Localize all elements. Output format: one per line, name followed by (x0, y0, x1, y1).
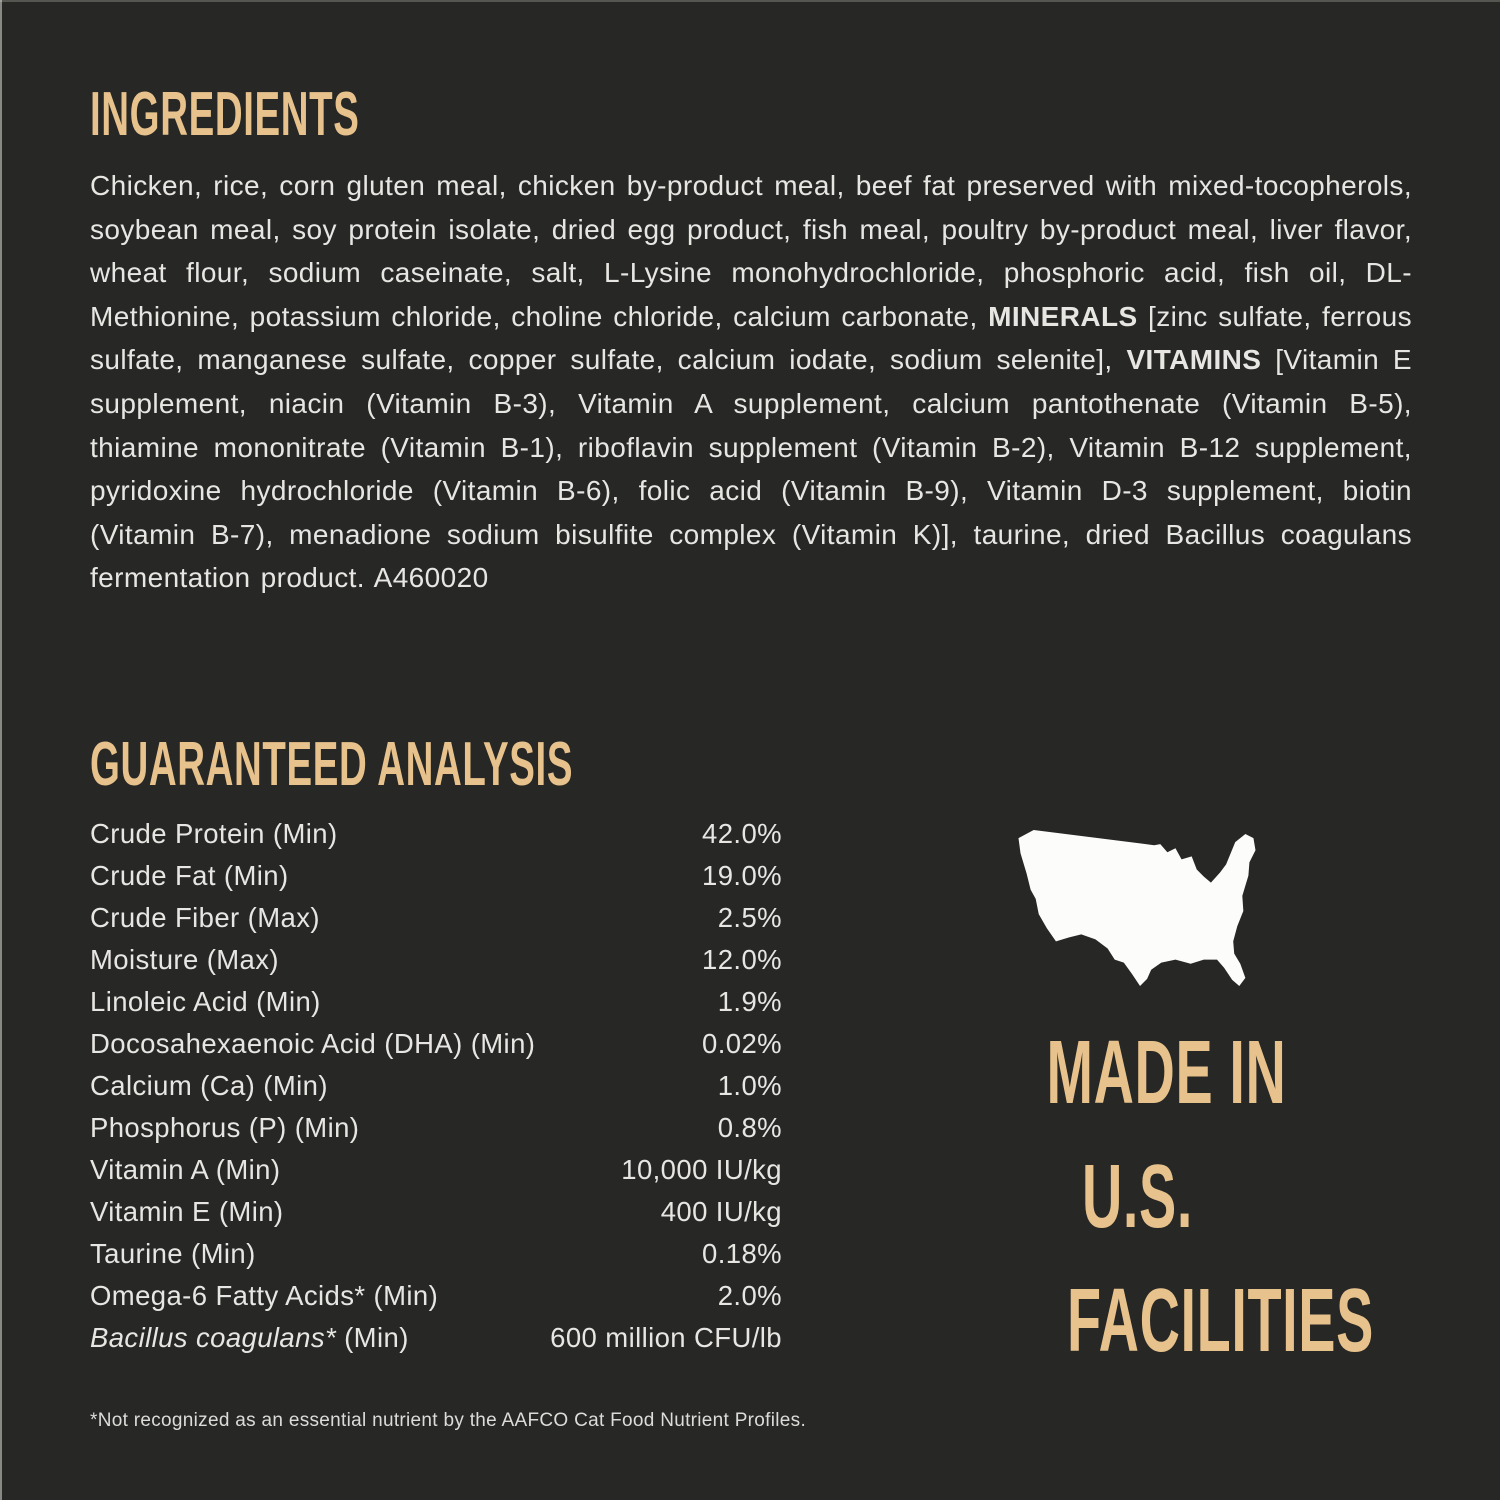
analysis-nutrient-label: Docosahexaenoic Acid (DHA) (Min) (90, 1028, 535, 1060)
analysis-label-part: Taurine (Min) (90, 1238, 256, 1269)
analysis-value: 10,000 IU/kg (621, 1154, 782, 1185)
analysis-nutrient-label: Omega-6 Fatty Acids* (Min) (90, 1280, 438, 1312)
made-in-line-1: MADE IN (973, 1024, 1303, 1148)
analysis-row: Crude Fat (Min) 19.0% (90, 860, 782, 902)
guaranteed-analysis-heading-text: GUARANTEED ANALYSIS (90, 730, 574, 799)
made-in-line-2: U.S. (973, 1148, 1303, 1272)
analysis-row: Calcium (Ca) (Min) 1.0% (90, 1070, 782, 1112)
analysis-value: 12.0% (702, 944, 782, 975)
analysis-value: 2.5% (717, 902, 782, 933)
analysis-nutrient-label: Phosphorus (P) (Min) (90, 1112, 359, 1144)
analysis-row: Omega-6 Fatty Acids* (Min) 2.0% (90, 1280, 782, 1322)
analysis-nutrient-label: Vitamin A (Min) (90, 1154, 280, 1186)
analysis-label-part: Bacillus coagulans* (90, 1322, 337, 1353)
analysis-label-part: Linoleic Acid (Min) (90, 986, 321, 1017)
analysis-label-part: (Min) (336, 1322, 409, 1353)
analysis-nutrient-label: Crude Fat (Min) (90, 860, 289, 892)
made-in-us-block: MADE IN U.S. FACILITIES (973, 830, 1374, 1396)
analysis-label-part: Moisture (Max) (90, 944, 279, 975)
analysis-label-part: Calcium (Ca) (Min) (90, 1070, 328, 1101)
analysis-row: Moisture (Max) 12.0% (90, 944, 782, 986)
ingredient-group-keyword: VITAMINS (1126, 344, 1262, 376)
analysis-value: 600 million CFU/lb (550, 1322, 782, 1353)
analysis-nutrient-label: Bacillus coagulans* (Min) (90, 1322, 409, 1354)
label-edge-highlight-left (0, 0, 2, 1500)
guaranteed-analysis-heading: GUARANTEED ANALYSIS (90, 734, 869, 796)
analysis-row: Phosphorus (P) (Min) 0.8% (90, 1112, 782, 1154)
analysis-row: Vitamin A (Min) 10,000 IU/kg (90, 1154, 782, 1196)
analysis-label-part: Crude Fiber (Max) (90, 902, 320, 933)
usa-map-icon (1018, 830, 1256, 986)
analysis-value: 0.8% (717, 1112, 782, 1143)
analysis-label-part: Phosphorus (P) (Min) (90, 1112, 360, 1143)
analysis-nutrient-label: Crude Protein (Min) (90, 818, 338, 850)
analysis-row: Bacillus coagulans* (Min) 600 million CFU… (90, 1322, 782, 1364)
analysis-nutrient-label: Moisture (Max) (90, 944, 279, 976)
made-in-line-2-text: U.S. (1082, 1147, 1194, 1247)
analysis-row: Taurine (Min) 0.18% (90, 1238, 782, 1280)
analysis-label-part: Crude Protein (Min) (90, 818, 338, 849)
made-in-line-3-text: FACILITIES (1067, 1271, 1374, 1371)
analysis-nutrient-label: Taurine (Min) (90, 1238, 256, 1270)
label-edge-highlight-top (0, 0, 1500, 2)
analysis-nutrient-label: Linoleic Acid (Min) (90, 986, 321, 1018)
analysis-value: 2.0% (717, 1280, 782, 1311)
ingredients-paragraph: Chicken, rice, corn gluten meal, chicken… (90, 164, 1412, 600)
ingredients-text-segment: Chicken, rice, corn gluten meal, chicken… (90, 170, 1412, 332)
analysis-label-part: Omega-6 Fatty Acids* (Min) (90, 1280, 439, 1311)
analysis-value: 19.0% (702, 860, 782, 891)
analysis-value: 400 IU/kg (660, 1196, 782, 1227)
analysis-row: Docosahexaenoic Acid (DHA) (Min) 0.02% (90, 1028, 782, 1070)
ingredients-heading-text: INGREDIENTS (90, 80, 360, 149)
analysis-label-part: Docosahexaenoic Acid (DHA) (Min) (90, 1028, 536, 1059)
ingredients-text-segment: [Vitamin E supplement, niacin (Vitamin B… (90, 344, 1412, 594)
analysis-label-part: Vitamin A (Min) (90, 1154, 281, 1185)
analysis-value: 0.02% (702, 1028, 782, 1059)
analysis-value: 0.18% (702, 1238, 782, 1269)
analysis-row: Crude Fiber (Max) 2.5% (90, 902, 782, 944)
analysis-nutrient-label: Calcium (Ca) (Min) (90, 1070, 328, 1102)
made-in-line-1-text: MADE IN (1046, 1023, 1287, 1123)
ingredients-heading: INGREDIENTS (90, 84, 525, 146)
analysis-row: Linoleic Acid (Min) 1.9% (90, 986, 782, 1028)
analysis-value: 42.0% (702, 818, 782, 849)
analysis-label-part: Crude Fat (Min) (90, 860, 289, 891)
guaranteed-analysis-table: Crude Protein (Min) 42.0% Crude Fat (Min) 1… (90, 818, 782, 1364)
ingredient-group-keyword: MINERALS (988, 300, 1138, 332)
made-in-line-3: FACILITIES (973, 1272, 1373, 1396)
aafco-footnote: *Not recognized as an essential nutrient… (90, 1410, 807, 1431)
analysis-row: Crude Protein (Min) 42.0% (90, 818, 782, 860)
made-in-us-facilities-text: MADE IN U.S. FACILITIES (973, 1024, 1374, 1396)
analysis-value: 1.0% (717, 1070, 782, 1101)
analysis-nutrient-label: Vitamin E (Min) (90, 1196, 283, 1228)
analysis-nutrient-label: Crude Fiber (Max) (90, 902, 320, 934)
analysis-label-part: Vitamin E (Min) (90, 1196, 284, 1227)
analysis-value: 1.9% (717, 986, 782, 1017)
ingredients-text-segment: [zinc sulfate, ferrous sulfate, manganes… (90, 300, 1412, 376)
analysis-row: Vitamin E (Min) 400 IU/kg (90, 1196, 782, 1238)
